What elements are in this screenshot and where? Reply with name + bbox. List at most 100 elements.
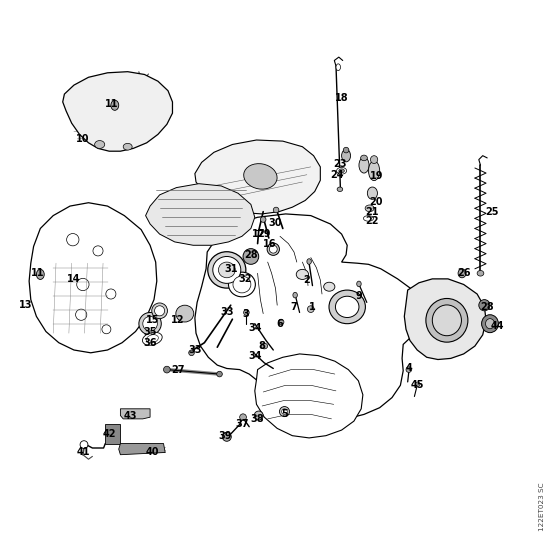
Polygon shape	[29, 203, 157, 353]
Text: 17: 17	[252, 229, 265, 239]
Text: 1: 1	[309, 302, 316, 312]
Ellipse shape	[279, 407, 290, 417]
Ellipse shape	[218, 262, 235, 278]
Text: 20: 20	[370, 197, 383, 207]
Ellipse shape	[278, 319, 284, 325]
Ellipse shape	[228, 272, 255, 297]
Ellipse shape	[189, 350, 194, 356]
Text: 42: 42	[102, 429, 116, 439]
Ellipse shape	[365, 205, 374, 212]
Polygon shape	[105, 424, 120, 444]
Text: 5: 5	[281, 409, 288, 419]
Text: 14: 14	[67, 274, 81, 284]
Ellipse shape	[152, 303, 167, 319]
Ellipse shape	[67, 234, 79, 246]
Text: 7: 7	[291, 302, 297, 312]
Ellipse shape	[416, 382, 420, 386]
Ellipse shape	[36, 269, 44, 279]
Ellipse shape	[482, 315, 498, 333]
Text: 18: 18	[335, 93, 348, 103]
Ellipse shape	[426, 298, 468, 342]
Ellipse shape	[296, 269, 309, 279]
Text: 30: 30	[269, 218, 282, 228]
Ellipse shape	[261, 343, 268, 349]
Ellipse shape	[269, 245, 277, 253]
Text: 28: 28	[480, 302, 494, 312]
Text: 28: 28	[244, 250, 258, 260]
Ellipse shape	[260, 217, 266, 222]
Polygon shape	[195, 214, 423, 420]
Text: 34: 34	[248, 351, 262, 361]
Text: 15: 15	[146, 315, 159, 325]
Ellipse shape	[243, 249, 259, 264]
Ellipse shape	[95, 141, 105, 148]
Ellipse shape	[139, 312, 161, 335]
Text: 34: 34	[248, 323, 262, 333]
Ellipse shape	[76, 309, 87, 320]
Ellipse shape	[359, 157, 369, 173]
Ellipse shape	[338, 300, 348, 310]
Ellipse shape	[164, 366, 170, 373]
Ellipse shape	[254, 411, 263, 420]
Text: 4: 4	[405, 363, 412, 374]
Ellipse shape	[486, 319, 494, 329]
Text: 27: 27	[171, 365, 185, 375]
Polygon shape	[195, 140, 320, 214]
Ellipse shape	[406, 367, 412, 372]
Text: 9: 9	[355, 291, 362, 301]
Text: 10: 10	[76, 134, 90, 144]
Ellipse shape	[93, 246, 103, 256]
Ellipse shape	[324, 282, 335, 291]
Ellipse shape	[477, 270, 484, 276]
Ellipse shape	[335, 296, 359, 318]
Polygon shape	[404, 279, 486, 360]
Ellipse shape	[293, 292, 297, 298]
Ellipse shape	[233, 276, 251, 293]
Polygon shape	[120, 409, 150, 419]
Ellipse shape	[336, 64, 340, 71]
Text: 38: 38	[251, 414, 264, 424]
Ellipse shape	[240, 414, 246, 421]
Text: 11: 11	[31, 268, 45, 278]
Ellipse shape	[361, 155, 367, 161]
Text: 6: 6	[277, 319, 283, 329]
Text: 29: 29	[258, 229, 271, 239]
Text: 2: 2	[304, 275, 310, 285]
Text: 16: 16	[263, 239, 277, 249]
Ellipse shape	[307, 259, 311, 264]
Text: 8: 8	[259, 341, 265, 351]
Text: 37: 37	[235, 419, 249, 430]
Ellipse shape	[458, 269, 466, 278]
Text: 33: 33	[188, 345, 202, 355]
Polygon shape	[146, 184, 255, 245]
Ellipse shape	[307, 306, 314, 312]
Ellipse shape	[343, 147, 349, 153]
Polygon shape	[63, 72, 172, 151]
Ellipse shape	[371, 156, 378, 164]
Polygon shape	[119, 444, 165, 455]
Ellipse shape	[273, 207, 279, 213]
Text: 25: 25	[485, 207, 498, 217]
Ellipse shape	[339, 169, 344, 173]
Text: 39: 39	[218, 431, 232, 441]
Text: 11: 11	[105, 99, 119, 109]
Text: 3: 3	[242, 309, 249, 319]
Text: 24: 24	[330, 170, 344, 180]
Polygon shape	[255, 354, 363, 438]
Ellipse shape	[146, 335, 158, 343]
Ellipse shape	[367, 187, 377, 199]
Ellipse shape	[368, 161, 380, 181]
Ellipse shape	[77, 278, 89, 291]
Ellipse shape	[111, 100, 119, 110]
Text: 45: 45	[410, 380, 424, 390]
Ellipse shape	[80, 441, 88, 449]
Text: 122ET023 SC: 122ET023 SC	[539, 483, 545, 531]
Ellipse shape	[244, 164, 277, 189]
Ellipse shape	[222, 432, 231, 441]
Ellipse shape	[217, 371, 222, 377]
Text: 40: 40	[146, 447, 159, 458]
Ellipse shape	[479, 300, 490, 311]
Ellipse shape	[432, 305, 461, 336]
Text: 32: 32	[239, 274, 252, 284]
Text: 23: 23	[334, 158, 347, 169]
